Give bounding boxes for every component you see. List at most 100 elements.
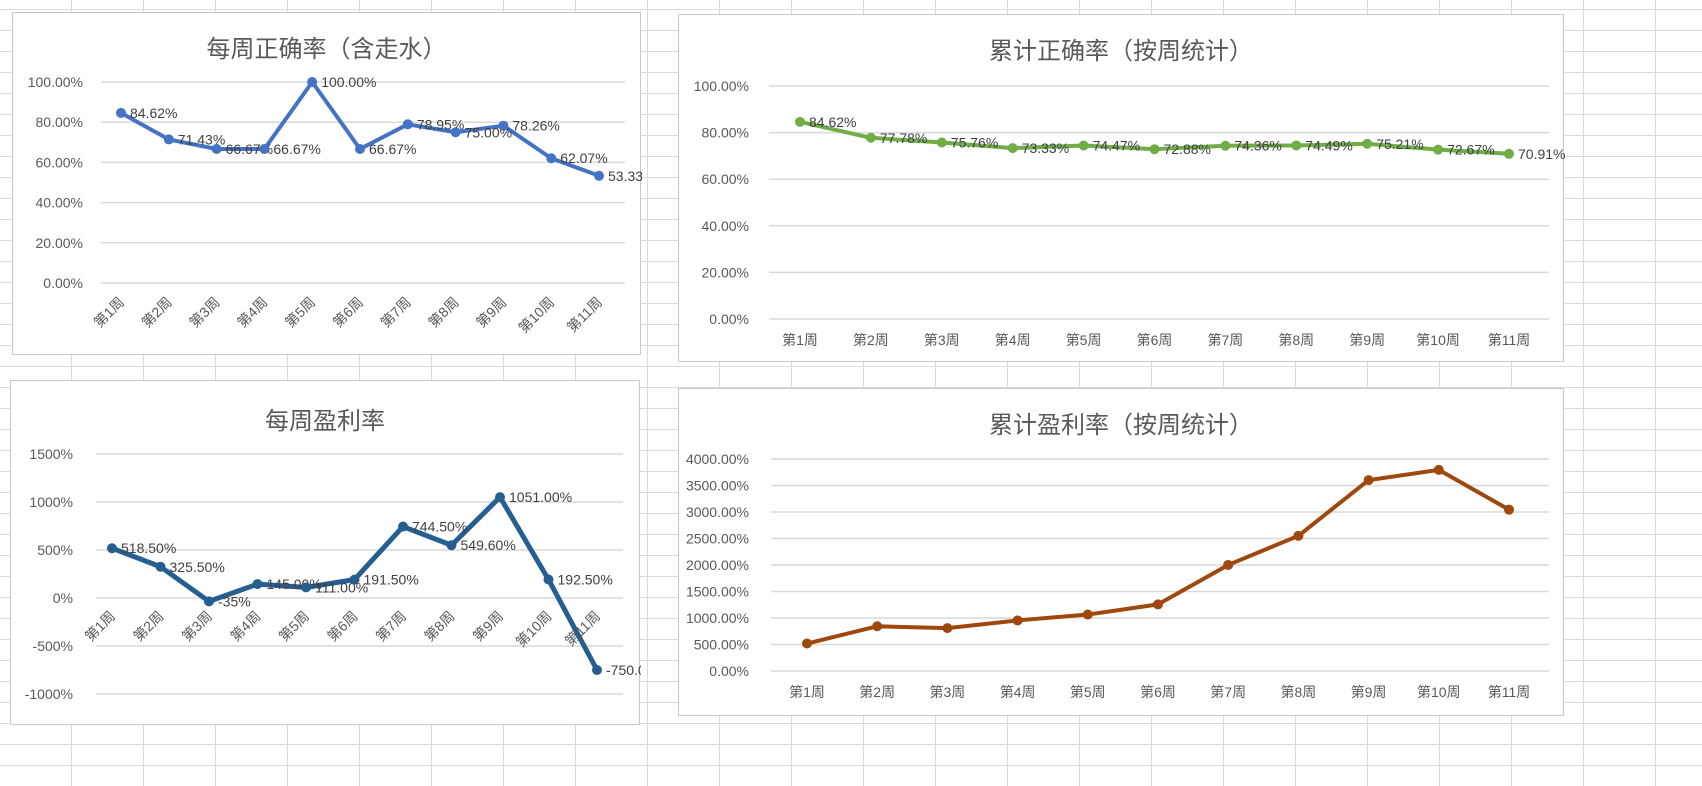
x-tick-label: 第10周: [515, 294, 557, 336]
y-tick-label: 3500.00%: [686, 478, 749, 494]
data-label: 62.07%: [560, 150, 607, 166]
y-tick-label: 60.00%: [36, 154, 83, 170]
weekly-accuracy-chart[interactable]: 0.00% 20.00% 40.00% 60.00% 80.00% 100.00% 第1周 8…: [12, 12, 642, 355]
x-tick-label: 第3周: [930, 684, 966, 700]
data-label: 111.00%: [315, 579, 368, 595]
data-point[interactable]: [1012, 615, 1023, 626]
weekly-profit-chart[interactable]: -1000% -500% 0% 500% 1000% 1500% 第1周 518.50% 第2周…: [10, 380, 641, 725]
data-point[interactable]: [107, 543, 117, 554]
data-point[interactable]: [498, 120, 509, 131]
data-label: 66.67%: [369, 141, 416, 157]
data-label: 66.67%: [273, 141, 320, 157]
data-point[interactable]: [1291, 140, 1302, 151]
data-label: 84.62%: [130, 105, 177, 121]
data-point[interactable]: [1433, 144, 1444, 155]
x-tick-label: 第9周: [473, 294, 510, 331]
x-tick-label: 第9周: [469, 608, 506, 645]
x-tick-label: 第4周: [227, 608, 264, 645]
y-tick-label: 0.00%: [43, 275, 83, 291]
x-tick-label: 第2周: [130, 608, 167, 645]
x-tick-label: 第11周: [1488, 332, 1531, 348]
y-tick-label: 20.00%: [702, 264, 749, 280]
x-tick-label: 第7周: [372, 608, 409, 645]
y-tick-label: 3000.00%: [686, 504, 749, 520]
data-point[interactable]: [1078, 140, 1089, 151]
data-point[interactable]: [1433, 464, 1444, 475]
data-point[interactable]: [592, 665, 602, 675]
y-tick-label: 500.00%: [694, 637, 749, 653]
x-tick-label: 第6周: [329, 294, 366, 331]
data-point[interactable]: [155, 561, 166, 572]
data-point[interactable]: [1363, 475, 1374, 486]
data-label: 72.67%: [1447, 142, 1494, 158]
data-point[interactable]: [1293, 530, 1304, 541]
data-label: 549.60%: [461, 537, 516, 553]
x-tick-label: 第3周: [924, 332, 960, 348]
x-tick-label: 第2周: [853, 332, 889, 348]
data-point[interactable]: [495, 492, 505, 503]
x-tick-label: 第4周: [234, 294, 271, 331]
data-point[interactable]: [307, 77, 318, 87]
data-point[interactable]: [1220, 140, 1231, 151]
data-point[interactable]: [1153, 599, 1163, 610]
data-point[interactable]: [543, 574, 554, 585]
data-label: 77.78%: [880, 130, 927, 146]
x-tick-label: 第10周: [1417, 684, 1461, 700]
y-tick-label: -1000%: [25, 686, 73, 702]
x-tick-label: 第1周: [90, 294, 127, 331]
data-label: 192.50%: [558, 572, 613, 588]
data-point[interactable]: [446, 540, 457, 551]
data-point[interactable]: [301, 582, 311, 593]
data-point[interactable]: [865, 132, 876, 143]
data-point[interactable]: [1149, 144, 1160, 155]
data-point[interactable]: [355, 143, 365, 154]
data-label: 78.95%: [417, 116, 464, 132]
x-tick-label: 第4周: [995, 332, 1031, 348]
data-point[interactable]: [1504, 504, 1514, 515]
x-tick-label: 第5周: [282, 294, 319, 331]
data-point[interactable]: [163, 134, 174, 145]
data-label: 53.33%: [608, 168, 642, 184]
y-tick-label: 1000.00%: [686, 610, 749, 626]
data-point[interactable]: [252, 579, 263, 590]
data-point[interactable]: [349, 574, 360, 585]
data-point[interactable]: [398, 521, 408, 532]
data-point[interactable]: [936, 137, 947, 148]
data-point[interactable]: [942, 623, 953, 634]
data-point[interactable]: [259, 143, 270, 154]
y-tick-label: 40.00%: [36, 195, 83, 211]
data-point[interactable]: [1007, 143, 1018, 154]
x-tick-label: 第8周: [421, 608, 458, 645]
data-point[interactable]: [116, 107, 126, 118]
data-point[interactable]: [1504, 148, 1514, 159]
data-label: 145.00%: [267, 576, 322, 592]
data-label: 74.47%: [1093, 137, 1140, 153]
data-label: 191.50%: [364, 572, 419, 588]
data-point[interactable]: [204, 596, 214, 607]
data-point[interactable]: [872, 621, 883, 632]
data-point[interactable]: [795, 116, 805, 127]
chart-svg: 0.00% 20.00% 40.00% 60.00% 80.00% 100.00% 第1周 8…: [694, 78, 1565, 348]
data-point[interactable]: [211, 143, 222, 154]
data-point[interactable]: [402, 119, 413, 130]
data-label: 66.67%: [226, 141, 273, 157]
data-label: 518.50%: [121, 540, 176, 556]
x-tick-label: 第2周: [859, 684, 895, 700]
cumulative-accuracy-chart[interactable]: 0.00% 20.00% 40.00% 60.00% 80.00% 100.00% 第1周 8…: [678, 14, 1565, 362]
data-point[interactable]: [1223, 559, 1234, 570]
y-tick-label: 0.00%: [709, 311, 749, 327]
y-tick-label: 100.00%: [28, 74, 83, 90]
data-point[interactable]: [594, 170, 604, 181]
chart-title: 累计正确率（按周统计）: [989, 38, 1253, 65]
cumulative-profit-chart[interactable]: 0.00% 500.00% 1000.00% 1500.00% 2000.00% 2500…: [678, 388, 1564, 716]
x-tick-label: 第6周: [1137, 332, 1173, 348]
data-point[interactable]: [1082, 609, 1093, 620]
data-point[interactable]: [450, 127, 461, 138]
data-point[interactable]: [802, 638, 812, 649]
y-tick-label: 0%: [53, 590, 73, 606]
chart-svg: 0.00% 20.00% 40.00% 60.00% 80.00% 100.00% 第1周 8…: [28, 74, 642, 336]
x-tick-label: 第3周: [186, 294, 223, 331]
data-point[interactable]: [1362, 138, 1373, 149]
x-tick-label: 第10周: [1416, 332, 1460, 348]
data-point[interactable]: [546, 153, 557, 164]
